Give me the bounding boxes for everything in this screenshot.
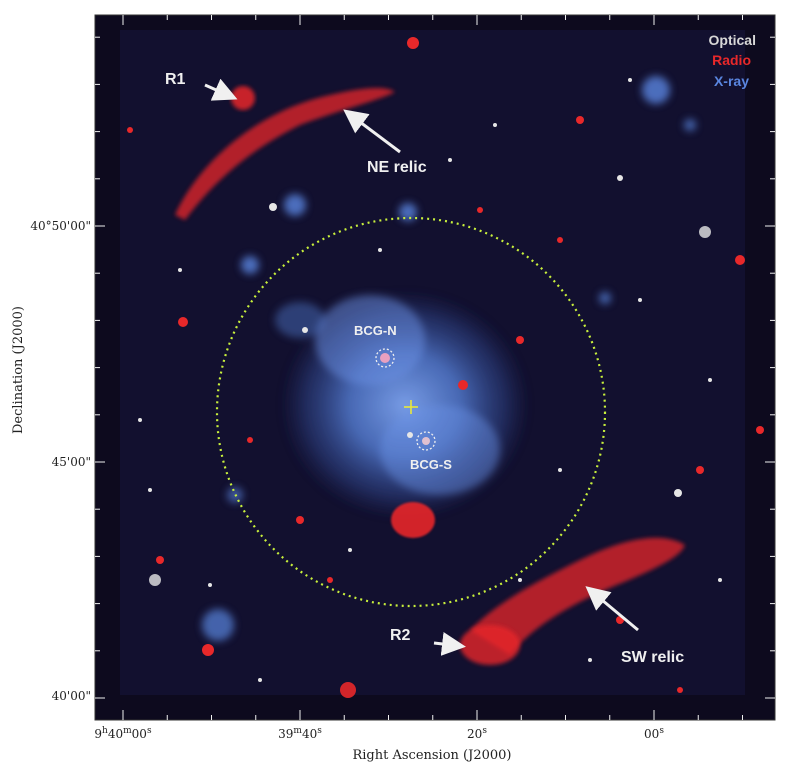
x-tick-label-3: 00s <box>644 726 664 741</box>
x-axis-title: Right Ascension (J2000) <box>352 748 511 763</box>
x-tick-labels: 9h40m00s 39m40s 20s 00s <box>94 726 664 741</box>
r1-emission <box>231 86 255 110</box>
ne-relic-emission <box>175 88 395 220</box>
annotations: R1 NE relic BCG-N BCG-S R2 SW relic <box>165 71 684 666</box>
sw-relic-emission <box>470 537 685 655</box>
xray-emission <box>202 76 696 641</box>
x-tick-label-2: 20s <box>467 726 487 741</box>
legend-xray: X-ray <box>714 73 749 89</box>
x-tick-label-0: 9h40m00s <box>94 726 152 741</box>
r2-emission <box>460 625 520 665</box>
bcg-s-label: BCG-S <box>410 457 452 472</box>
cluster-radius-circle <box>215 216 607 608</box>
sw-relic-arrow <box>585 586 639 632</box>
central-radio-source <box>391 502 435 538</box>
y-tick-label-1: 45'00" <box>52 455 91 469</box>
ne-relic-label: NE relic <box>367 159 427 176</box>
cluster-center-marker <box>404 400 418 414</box>
legend: Optical Radio X-ray <box>709 32 756 89</box>
plot-frame <box>94 14 776 721</box>
x-tick-label-1: 39m40s <box>278 726 322 741</box>
y-tick-label-0: 40°50'00" <box>30 219 91 233</box>
bcg-n-label: BCG-N <box>354 323 397 338</box>
legend-optical: Optical <box>709 32 756 48</box>
y-axis-title: Declination (J2000) <box>11 306 26 434</box>
r1-arrow <box>204 78 238 101</box>
y-tick-labels: 40°50'00" 45'00" 40'00" <box>30 219 91 703</box>
legend-radio: Radio <box>712 52 751 68</box>
bcg-n-marker <box>375 348 395 368</box>
sky-image <box>95 15 775 720</box>
optical-sources <box>138 78 722 682</box>
sw-relic-label: SW relic <box>621 649 684 666</box>
bcg-s-marker <box>416 431 436 451</box>
r1-label: R1 <box>165 71 186 88</box>
r2-arrow <box>433 632 466 656</box>
y-tick-label-2: 40'00" <box>52 689 91 703</box>
ne-relic-arrow <box>343 109 401 154</box>
radio-emission <box>127 37 764 698</box>
r2-label: R2 <box>390 627 411 644</box>
